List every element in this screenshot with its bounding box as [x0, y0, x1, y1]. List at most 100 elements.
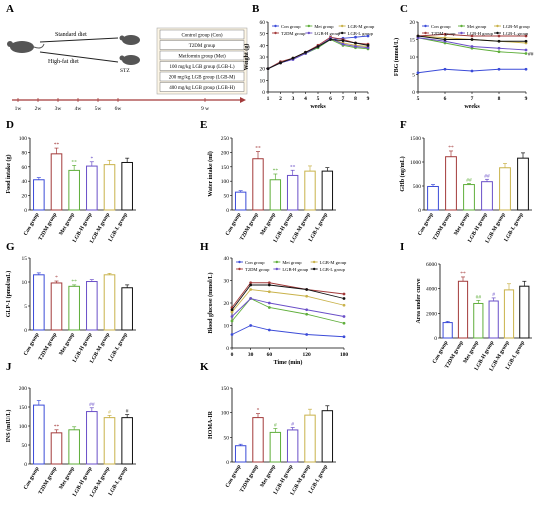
y-tick-label: 0: [24, 208, 27, 214]
legend-marker: [312, 267, 316, 271]
x-tick-label: 60: [267, 352, 273, 358]
bar: [234, 445, 247, 463]
x-axis-label: weeks: [310, 104, 326, 110]
group-item-label: T2DM group: [189, 44, 216, 49]
y-tick-label: 1500: [410, 136, 421, 142]
significance-mark: #: [274, 422, 277, 428]
legend-label: Met group: [282, 260, 302, 265]
legend-label: Con group: [431, 24, 451, 29]
x-tick-label: Con group: [23, 212, 41, 237]
bar: [103, 164, 116, 211]
timeline-label: 2w: [35, 106, 42, 112]
x-tick-label: 6: [329, 96, 332, 102]
panel-k: K 0 50 100 150 HOMA-IR Con group * T2DM group # Me…: [200, 361, 336, 496]
x-tick-label: T2DM group: [239, 212, 260, 242]
legend-label: Con group: [245, 260, 265, 265]
y-axis-label: HOMA-IR: [208, 410, 214, 439]
panel-label-d: D: [6, 119, 14, 131]
x-tick-label: Con group: [225, 212, 243, 237]
y-tick-label: 150: [221, 165, 230, 171]
data-point: [524, 67, 528, 71]
significance-mark: *: [55, 275, 58, 281]
x-tick-label: 8: [498, 96, 501, 102]
bar: [121, 161, 133, 211]
x-tick-label: T2DM group: [432, 212, 453, 242]
y-axis-label: INS (mIU/L): [5, 410, 12, 443]
series-line: [267, 38, 369, 70]
data-point: [366, 34, 370, 38]
bar: [286, 174, 299, 211]
significance-mark: **: [448, 145, 454, 151]
x-tick-label: Met group: [453, 212, 471, 236]
x-tick-label: T2DM group: [239, 464, 260, 494]
data-point: [291, 56, 295, 60]
y-tick-label: 100: [19, 424, 28, 430]
data-point: [497, 50, 501, 54]
data-point: [416, 71, 420, 75]
significance-mark: *: [90, 156, 93, 162]
data-point: [354, 41, 357, 45]
y-axis-label: Food intake (g): [5, 154, 12, 193]
legend-marker: [238, 260, 241, 264]
bar: [304, 170, 316, 211]
significance-mark: **: [290, 164, 296, 170]
significance-mark: ##: [484, 173, 490, 179]
y-tick-label: 1000: [410, 160, 421, 166]
y-axis-label: Weight (g): [243, 44, 250, 71]
timeline-label: 1w: [15, 106, 22, 112]
data-point: [316, 45, 320, 48]
x-tick-label: Met group: [58, 332, 76, 356]
y-tick-label: 30: [260, 55, 266, 61]
bar: [50, 282, 63, 331]
legend-marker: [307, 31, 311, 35]
y-tick-label: 100: [19, 136, 28, 142]
data-point: [249, 297, 253, 300]
y-tick-label: 60: [22, 165, 28, 171]
y-tick-label: 0: [226, 346, 229, 352]
legend-label: Con group: [281, 24, 301, 29]
data-point: [497, 46, 501, 50]
y-tick-label: 0: [418, 208, 421, 214]
x-tick-label: 30: [248, 352, 254, 358]
data-point: [279, 61, 282, 65]
x-tick-label: Con group: [23, 466, 41, 491]
legend-marker: [424, 24, 427, 28]
x-tick-label: Met group: [58, 466, 76, 490]
significance-mark: *: [257, 408, 260, 414]
y-tick-label: 150: [19, 405, 28, 411]
y-tick-label: 20: [22, 194, 28, 200]
bar: [252, 417, 264, 463]
y-tick-label: 50: [22, 443, 28, 449]
stz-label: STZ: [120, 68, 130, 74]
y-axis-label: GHb (ng/mL): [399, 156, 406, 191]
significance-mark: #: [108, 409, 111, 415]
x-tick-label: Con group: [417, 212, 435, 237]
legend-marker: [307, 24, 311, 28]
significance-mark: ##: [476, 294, 482, 300]
series-line: [267, 35, 369, 70]
bar: [286, 429, 299, 463]
data-point: [267, 290, 271, 294]
x-tick-label: 0: [231, 352, 234, 358]
data-point: [342, 292, 346, 296]
y-tick-label: 200: [221, 150, 230, 156]
panel-label-c: C: [400, 3, 408, 15]
bar: [103, 274, 116, 331]
legend-marker: [340, 31, 344, 35]
y-tick-label: 250: [221, 136, 230, 142]
timeline-arrowhead: [240, 97, 246, 103]
x-axis-label: weeks: [464, 104, 480, 110]
panel-j: J 0 50 100 150 200 INS (mIU/L) Con group ** T2DM …: [5, 361, 136, 498]
x-tick-label: 5: [417, 96, 420, 102]
significance-mark: **: [71, 279, 77, 285]
standard-diet-arrow: [39, 37, 119, 43]
series-line: [231, 282, 345, 308]
bar: [517, 157, 529, 211]
timeline-label: 6w: [115, 106, 122, 112]
legend-label: LGB-H group: [314, 31, 341, 36]
x-tick-label: Met group: [259, 212, 277, 236]
bar: [86, 281, 98, 331]
group-item-box: [159, 40, 245, 50]
y-tick-label: 10: [224, 324, 230, 330]
high-fat-diet-arrow: [39, 51, 119, 63]
